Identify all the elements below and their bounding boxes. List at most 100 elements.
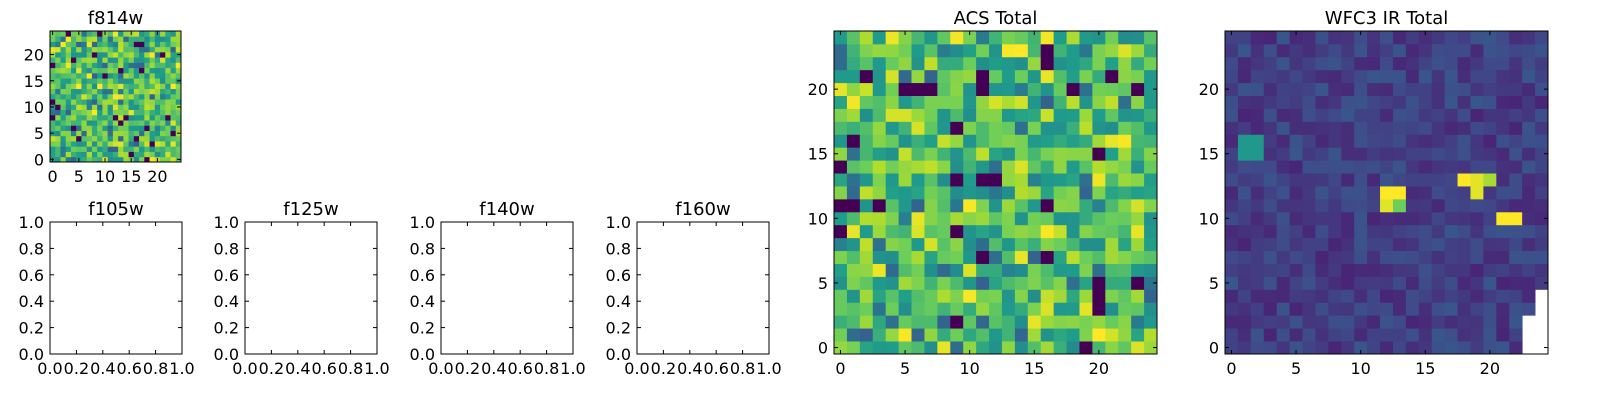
heatmap-cell — [1250, 160, 1265, 174]
heatmap-cell — [1014, 198, 1029, 213]
heatmap-cell — [1289, 95, 1303, 109]
heatmap-cell — [859, 95, 874, 109]
heatmap-cell — [859, 237, 874, 252]
heatmap-cell — [846, 341, 861, 355]
heatmap-cell — [1225, 108, 1239, 122]
heatmap-cell — [1040, 263, 1055, 277]
heatmap-cell — [1470, 173, 1484, 187]
heatmap-cell — [872, 121, 887, 135]
heatmap-cell — [1263, 289, 1278, 303]
heatmap-cell — [1250, 328, 1265, 342]
heatmap-cell — [1289, 186, 1303, 200]
heatmap-cell — [898, 224, 912, 239]
heatmap-cell — [898, 95, 912, 109]
heatmap-cell — [139, 51, 145, 58]
heatmap-cell — [154, 141, 161, 147]
heatmap-cell — [1405, 31, 1420, 45]
heatmap-cell — [91, 151, 98, 158]
heatmap-cell — [1040, 160, 1055, 174]
heatmap-cell — [1444, 147, 1458, 161]
heatmap-cell — [1431, 31, 1446, 45]
heatmap-cell — [859, 186, 874, 200]
heatmap-cell — [112, 83, 119, 90]
y-tick-label: 5 — [1209, 274, 1219, 293]
heatmap-cell — [846, 315, 861, 329]
heatmap-cell — [81, 67, 88, 74]
heatmap-cell — [1354, 250, 1368, 264]
heatmap-cell — [872, 147, 887, 161]
heatmap-cell — [1509, 108, 1523, 122]
heatmap-cell — [1250, 134, 1265, 148]
heatmap-cell — [160, 72, 166, 79]
heatmap-cell — [1263, 173, 1278, 187]
heatmap-cell — [1522, 237, 1536, 252]
heatmap-cell — [1066, 276, 1080, 290]
heatmap-cell — [1027, 302, 1042, 316]
heatmap-cell — [1053, 302, 1067, 316]
heatmap-cell — [1444, 82, 1458, 96]
heatmap-cell — [976, 56, 990, 71]
heatmap-cell — [859, 173, 874, 187]
heatmap-cell — [144, 67, 150, 74]
heatmap-cell — [885, 121, 899, 135]
heatmap-cell — [846, 289, 861, 303]
chart-title: f140w — [479, 199, 534, 220]
heatmap-cell — [112, 151, 119, 158]
heatmap-cell — [872, 315, 887, 329]
heatmap-cell — [1014, 121, 1029, 135]
heatmap-cell — [97, 125, 103, 131]
heatmap-cell — [102, 78, 109, 84]
heatmap-cell — [139, 99, 145, 105]
heatmap-cell — [1328, 198, 1342, 213]
heatmap-cell — [149, 31, 156, 37]
heatmap-cell — [81, 109, 88, 116]
heatmap-cell — [950, 237, 964, 252]
heatmap-cell — [1354, 224, 1368, 239]
heatmap-cell — [1470, 263, 1484, 277]
heatmap-cell — [1118, 328, 1132, 342]
heatmap-cell — [1001, 160, 1016, 174]
heatmap-cell — [139, 57, 145, 63]
heatmap-cell — [950, 211, 964, 226]
heatmap-cell — [1354, 263, 1368, 277]
heatmap-cell — [872, 250, 887, 264]
heatmap-cell — [1496, 263, 1510, 277]
heatmap-cell — [1027, 56, 1042, 71]
heatmap-cell — [1144, 341, 1158, 355]
heatmap-cell — [149, 78, 156, 84]
heatmap-cell — [170, 67, 177, 74]
heatmap-cell — [144, 57, 150, 63]
heatmap-cell — [107, 83, 114, 90]
heatmap-cell — [165, 57, 171, 63]
heatmap-cell — [1392, 263, 1407, 277]
heatmap-cell — [1522, 43, 1536, 58]
heatmap-cell — [1522, 276, 1536, 290]
heatmap-cell — [91, 36, 98, 42]
heatmap-cell — [70, 62, 77, 69]
heatmap-cell — [834, 276, 848, 290]
heatmap-cell — [976, 43, 990, 58]
heatmap-cell — [50, 83, 56, 90]
heatmap-cell — [1341, 43, 1355, 58]
heatmap-cell — [846, 276, 861, 290]
heatmap-cell — [144, 99, 150, 105]
heatmap-cell — [1496, 134, 1510, 148]
heatmap-cell — [1457, 43, 1471, 58]
heatmap-cell — [81, 57, 88, 63]
heatmap-cell — [1444, 224, 1458, 239]
heatmap-cell — [86, 57, 93, 63]
heatmap-cell — [1225, 263, 1239, 277]
heatmap-cell — [1289, 250, 1303, 264]
heatmap-cell — [1470, 186, 1484, 200]
heatmap-cell — [911, 43, 925, 58]
heatmap-cell — [924, 134, 938, 148]
heatmap-cell — [76, 141, 82, 147]
heatmap-cell — [963, 341, 977, 355]
heatmap-cell — [834, 121, 848, 135]
heatmap-cell — [60, 130, 67, 137]
heatmap-cell — [1444, 315, 1458, 329]
heatmap-cell — [1225, 341, 1239, 355]
heatmap-cell — [1276, 108, 1290, 122]
heatmap-cell — [1066, 263, 1080, 277]
